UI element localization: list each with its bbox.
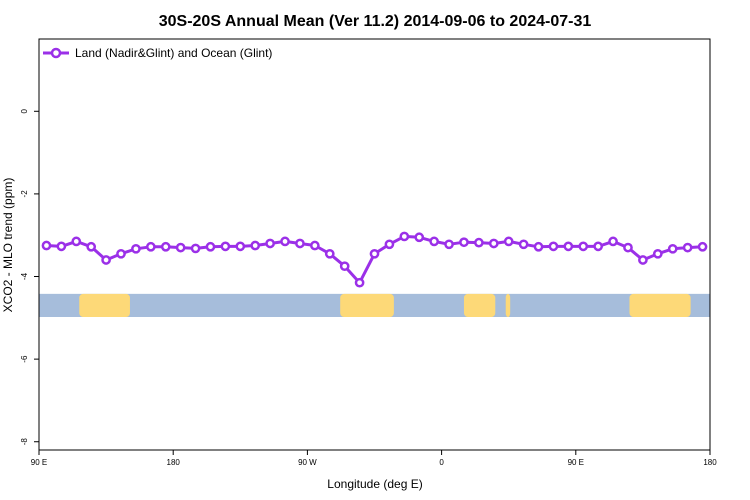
data-point [652,248,663,259]
data-point [295,238,305,249]
data-point [56,241,67,252]
x-axis: 90 E 180 90 W 0 90 E 180 [31,450,717,467]
data-point [682,242,693,253]
data-point [71,236,82,247]
data-point [265,238,275,249]
legend-marker [50,47,62,59]
x-tick-label: 180 [167,458,181,467]
legend-entry: Land (Nadir&Glint) and Ocean (Glint) [75,46,272,60]
data-point [339,261,350,272]
data-point [116,248,126,259]
x-tick-label: 180 [703,458,717,467]
data-point [444,239,454,250]
y-tick-label: -4 [20,272,29,280]
land-segment [340,293,394,317]
data-point [324,248,335,259]
data-point [697,241,708,252]
data-point [175,242,186,253]
data-point [429,236,439,247]
x-axis-label: Longitude (deg E) [327,477,422,491]
land-segment [463,293,496,317]
data-point [623,242,633,253]
series-line [46,234,703,285]
land-segment [629,293,691,317]
data-point [41,240,52,251]
data-point [459,237,469,248]
y-axis: 0 -2 -4 -6 -8 [20,109,39,446]
data-point [354,277,365,288]
data-point [86,241,97,252]
series-layer [41,231,708,288]
data-point [578,241,589,252]
y-tick-label: 0 [20,109,29,114]
data-point [310,240,320,251]
y-axis-label: XCO2 - MLO trend (ppm) [1,178,15,313]
data-point [593,241,604,252]
data-point [414,232,425,243]
data-point [220,241,231,252]
x-tick-label: 90 W [298,458,317,467]
data-point [384,239,395,250]
data-point [399,231,410,242]
y-tick-label: -6 [20,355,29,363]
y-tick-label: -2 [20,190,29,198]
plot-frame [38,38,711,451]
data-point [638,255,648,265]
data-point [145,241,156,252]
data-point [131,243,141,254]
land-ocean-strip [39,293,710,317]
data-point [160,241,171,252]
x-tick-label: 90 E [31,458,47,467]
legend: Land (Nadir&Glint) and Ocean (Glint) [43,46,272,60]
data-point [518,239,529,250]
data-point [280,236,290,247]
data-point [369,248,380,259]
x-tick-label: 90 E [568,458,584,467]
data-point [190,243,201,254]
data-point [563,241,574,252]
data-point [533,241,544,252]
land-segment [505,293,511,317]
data-point [474,237,484,248]
data-point [205,241,216,252]
data-point [667,243,678,254]
x-tick-label: 0 [439,458,444,467]
land-segment [79,293,130,317]
y-tick-label: -8 [20,438,29,446]
chart-title: 30S-20S Annual Mean (Ver 11.2) 2014-09-0… [159,13,592,30]
data-point [488,238,499,249]
data-point [608,236,618,247]
data-point [235,241,246,252]
data-point [503,236,514,247]
data-point [548,241,559,252]
data-point [101,255,111,265]
data-point [250,240,261,251]
